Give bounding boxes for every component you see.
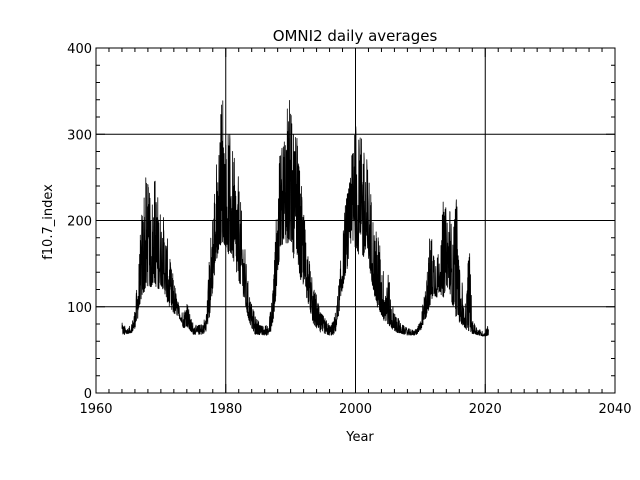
x-axis-label: Year xyxy=(345,430,374,445)
y-tick-label: 100 xyxy=(67,301,92,316)
x-tick-label: 2020 xyxy=(469,402,502,417)
series-line xyxy=(121,100,489,337)
y-tick-label: 0 xyxy=(84,387,92,402)
y-tick-label: 300 xyxy=(67,128,92,143)
x-tick-label: 1960 xyxy=(79,402,112,417)
y-tick-label: 200 xyxy=(67,215,92,230)
y-axis-label: f10.7_index xyxy=(41,184,56,260)
y-tick-labels: 0 100 200 300 400 xyxy=(67,42,92,402)
minor-ticks xyxy=(96,48,615,393)
y-tick-label: 400 xyxy=(67,42,92,57)
series-group xyxy=(121,100,489,337)
major-ticks xyxy=(95,47,616,394)
x-tick-labels: 1960 1980 2000 2020 2040 xyxy=(79,402,631,417)
x-tick-label: 2040 xyxy=(598,402,631,417)
chart-title: OMNI2 daily averages xyxy=(273,27,438,45)
x-tick-label: 1980 xyxy=(209,402,242,417)
x-tick-label: 2000 xyxy=(339,402,372,417)
